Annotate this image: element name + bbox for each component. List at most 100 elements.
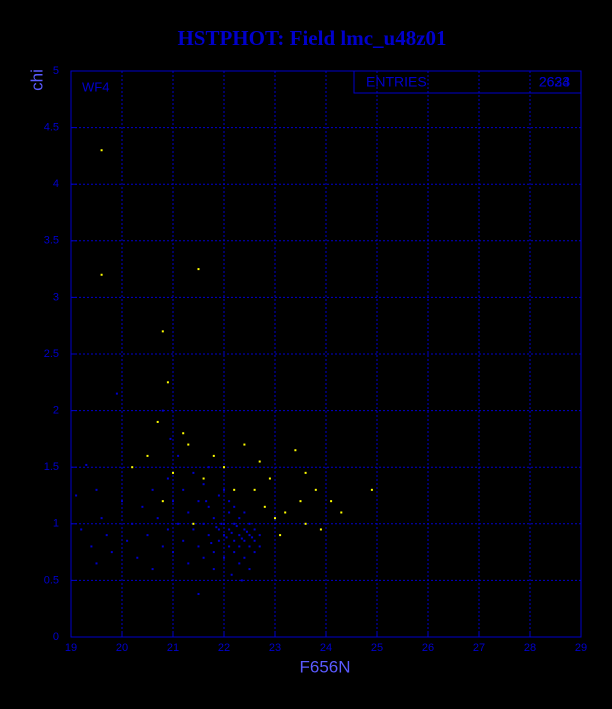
point [243, 443, 246, 446]
point [126, 539, 129, 542]
y-tick-label: 4 [53, 178, 59, 190]
point [151, 568, 154, 571]
point [243, 539, 246, 542]
y-tick-label: 2.5 [44, 348, 59, 360]
point [238, 534, 241, 537]
x-tick-label: 23 [269, 642, 281, 654]
point [202, 556, 205, 559]
point [161, 545, 164, 548]
point [319, 528, 322, 531]
chart-title: HSTPHOT: Field lmc_u48z01 [177, 26, 446, 50]
point [182, 432, 185, 435]
point [177, 454, 180, 457]
point [279, 534, 282, 537]
point [268, 477, 271, 480]
y-axis-label: chi [27, 69, 46, 91]
point [233, 522, 236, 525]
point [100, 273, 103, 276]
x-axis-label: F656N [299, 657, 350, 676]
point [207, 505, 210, 508]
point [182, 488, 185, 491]
point [217, 539, 220, 542]
plot-frame [70, 70, 582, 638]
point [340, 511, 343, 514]
point [235, 525, 238, 528]
point [115, 392, 118, 395]
point [223, 534, 225, 537]
point [156, 420, 159, 423]
point [212, 454, 215, 457]
point [238, 562, 241, 565]
point [197, 268, 200, 271]
point [240, 537, 243, 540]
point [166, 477, 169, 480]
x-tick-label: 20 [116, 642, 128, 654]
point [110, 551, 113, 554]
point [197, 592, 200, 595]
point [258, 534, 261, 537]
point [258, 460, 261, 463]
point [251, 536, 254, 539]
x-tick-label: 22 [218, 642, 230, 654]
point [205, 500, 208, 503]
point [223, 556, 225, 559]
point [223, 466, 225, 469]
point [263, 505, 266, 508]
annotation: WF4 [82, 79, 109, 94]
point [304, 471, 307, 474]
y-tick-label: 1 [53, 518, 59, 530]
point [212, 568, 215, 571]
point [187, 443, 190, 446]
point [228, 511, 231, 514]
point [161, 409, 164, 412]
point [253, 488, 256, 491]
point [294, 449, 297, 452]
point [230, 531, 233, 534]
x-tick-label: 26 [422, 642, 434, 654]
point [243, 528, 246, 531]
point [233, 539, 236, 542]
point [169, 437, 172, 440]
y-tick-label: 3.5 [44, 235, 59, 247]
y-tick-label: 5 [53, 65, 59, 77]
x-tick-label: 19 [65, 642, 77, 654]
point [258, 545, 261, 548]
point [217, 528, 220, 531]
point [192, 528, 195, 531]
point [240, 579, 243, 582]
point [192, 471, 195, 474]
point [207, 466, 210, 469]
point [131, 466, 134, 469]
point [245, 530, 248, 533]
point [95, 488, 98, 491]
point [136, 556, 139, 559]
point [248, 522, 251, 525]
point [253, 551, 256, 554]
point [233, 488, 236, 491]
point [330, 500, 333, 503]
point [151, 488, 154, 491]
point [212, 517, 215, 520]
y-tick-label: 1.5 [44, 461, 59, 473]
point [85, 463, 88, 466]
point [274, 517, 276, 520]
point [370, 488, 373, 491]
point [220, 522, 223, 525]
point [197, 545, 200, 548]
y-tick-label: 3 [53, 291, 59, 303]
y-tick-label: 0.5 [44, 574, 59, 586]
point [233, 505, 236, 508]
point [80, 528, 83, 531]
point [166, 528, 169, 531]
y-tick-label: 4.5 [44, 122, 59, 134]
point [121, 500, 123, 503]
stats-label: ENTRIES [366, 74, 427, 90]
point [217, 494, 220, 497]
point [228, 500, 231, 503]
x-tick-label: 21 [167, 642, 179, 654]
point [187, 511, 190, 514]
point [248, 568, 251, 571]
point [243, 556, 246, 559]
point [172, 551, 174, 554]
point [75, 494, 78, 497]
